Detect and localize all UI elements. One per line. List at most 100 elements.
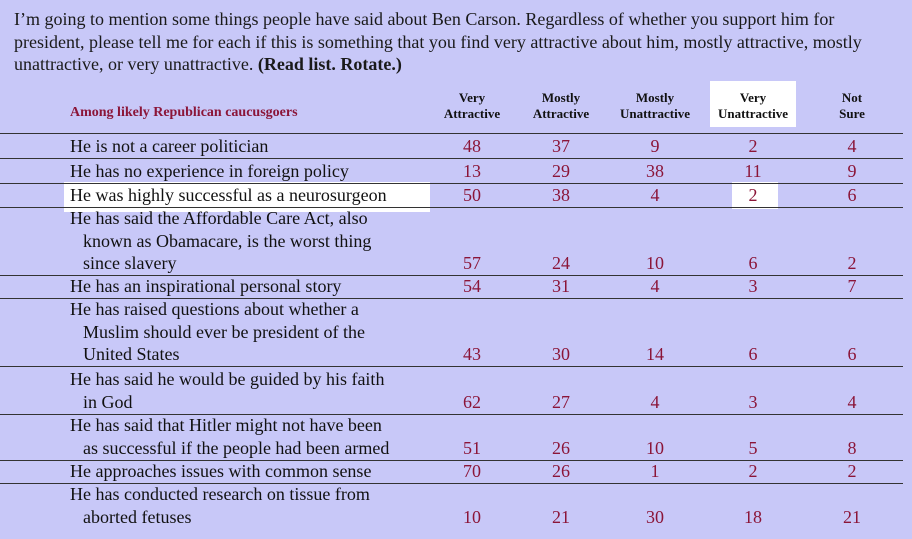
value-cell: 54 xyxy=(463,276,481,296)
row-label: He has said he would be guided by his fa… xyxy=(70,368,430,413)
row-divider xyxy=(0,158,903,159)
value-cell: 1 xyxy=(650,461,660,481)
column-header: Not Sure xyxy=(807,90,897,122)
value-cell: 7 xyxy=(847,276,857,296)
value-cell: 11 xyxy=(744,161,762,181)
column-header: Very Unattractive xyxy=(708,90,798,122)
value-cell: 38 xyxy=(646,161,664,181)
row-label-line: aborted fetuses xyxy=(83,506,192,527)
value-cell: 26 xyxy=(552,461,570,481)
value-cell: 4 xyxy=(847,391,857,412)
value-cell: 57 xyxy=(463,253,481,273)
value-cell: 3 xyxy=(748,391,758,412)
row-label: He has said the Affordable Care Act, als… xyxy=(70,207,430,275)
value-cell: 9 xyxy=(650,136,660,156)
row-divider xyxy=(0,298,903,299)
row-label-line: He has raised questions about whether a xyxy=(70,299,359,319)
column-header-line2: Sure xyxy=(839,106,865,121)
column-header: Mostly Unattractive xyxy=(610,90,700,122)
row-label-line: He has said the Affordable Care Act, als… xyxy=(70,208,368,228)
row-label-line: Muslim should ever be president of the xyxy=(83,321,365,342)
row-label-line: He has said he would be guided by his fa… xyxy=(70,369,385,389)
row-divider xyxy=(0,483,903,484)
value-cell: 10 xyxy=(646,437,664,458)
row-divider xyxy=(0,413,903,415)
highlight-very-unattractive-header xyxy=(710,81,796,127)
value-cell: 6 xyxy=(748,344,758,364)
value-cell: 5 xyxy=(748,437,758,458)
row-label: He has said that Hitler might not have b… xyxy=(70,414,430,459)
value-cell: 51 xyxy=(463,437,481,458)
column-header-line1: Mostly xyxy=(635,90,675,105)
value-cell: 4 xyxy=(650,276,660,296)
row-label-line: as successful if the people had been arm… xyxy=(83,437,390,458)
column-header-line2: Unattractive xyxy=(717,106,789,121)
row-label-line: He approaches issues with common sense xyxy=(70,461,372,481)
row-label-line: known as Obamacare, is the worst thing xyxy=(83,230,372,251)
row-label: He has no experience in foreign policy xyxy=(70,160,430,183)
value-cell: 3 xyxy=(748,276,758,296)
value-cell: 50 xyxy=(463,185,481,205)
row-label-line: He has said that Hitler might not have b… xyxy=(70,415,382,435)
value-cell: 38 xyxy=(552,185,570,205)
value-cell: 24 xyxy=(552,253,570,273)
value-cell: 29 xyxy=(552,161,570,181)
row-label-line: He is not a career politician xyxy=(70,136,269,156)
column-header-line2: Attractive xyxy=(532,106,590,121)
highlight-neurosurgeon-very-unattractive xyxy=(732,182,778,209)
row-divider xyxy=(0,459,903,461)
value-cell: 30 xyxy=(552,344,570,364)
column-header-line2: Unattractive xyxy=(619,106,691,121)
column-header-line1: Very xyxy=(458,90,486,105)
row-divider xyxy=(0,366,903,367)
value-cell: 26 xyxy=(552,437,570,458)
row-divider xyxy=(0,207,903,208)
value-cell: 2 xyxy=(847,461,857,481)
row-divider xyxy=(0,275,903,276)
row-label-line: He has no experience in foreign policy xyxy=(70,161,349,181)
row-label-line: He was highly successful as a neurosurge… xyxy=(70,185,387,205)
value-cell: 10 xyxy=(463,506,481,527)
header-divider xyxy=(0,133,903,134)
value-cell: 21 xyxy=(843,506,861,527)
column-header-line2: Attractive xyxy=(443,106,501,121)
row-label: He approaches issues with common sense xyxy=(70,460,430,483)
value-cell: 4 xyxy=(650,185,660,205)
question-text: I’m going to mention some things people … xyxy=(14,8,904,76)
row-label-line: He has an inspirational personal story xyxy=(70,276,342,296)
row-label-line: He has conducted research on tissue from xyxy=(70,484,370,504)
value-cell: 9 xyxy=(847,161,857,181)
row-label: He has an inspirational personal story xyxy=(70,275,430,298)
value-cell: 21 xyxy=(552,506,570,527)
column-header: Very Attractive xyxy=(427,90,517,122)
column-header-line1: Not xyxy=(841,90,863,105)
column-header: Mostly Attractive xyxy=(516,90,606,122)
value-cell: 6 xyxy=(847,344,857,364)
value-cell: 14 xyxy=(646,344,664,364)
value-cell: 27 xyxy=(552,391,570,412)
value-cell: 37 xyxy=(552,136,570,156)
column-header-line1: Mostly xyxy=(541,90,581,105)
value-cell: 18 xyxy=(744,506,762,527)
value-cell: 43 xyxy=(463,344,481,364)
read-instruction: (Read list. Rotate.) xyxy=(257,54,402,74)
row-label: He has conducted research on tissue from… xyxy=(70,483,430,528)
value-cell: 8 xyxy=(847,437,857,458)
row-label: He was highly successful as a neurosurge… xyxy=(70,184,430,207)
row-label-line: in God xyxy=(83,391,133,412)
row-label-line: United States xyxy=(83,344,180,364)
value-cell: 31 xyxy=(552,276,570,296)
value-cell: 2 xyxy=(748,136,758,156)
column-header-line1: Very xyxy=(739,90,767,105)
value-cell: 30 xyxy=(646,506,664,527)
value-cell: 4 xyxy=(650,391,660,412)
value-cell: 2 xyxy=(847,253,857,273)
question-body: I’m going to mention some things people … xyxy=(14,9,862,74)
value-cell: 2 xyxy=(748,461,758,481)
value-cell: 70 xyxy=(463,461,481,481)
value-cell: 4 xyxy=(847,136,857,156)
table-subtitle: Among likely Republican caucusgoers xyxy=(70,105,298,120)
row-label-line: since slavery xyxy=(83,253,177,273)
value-cell: 13 xyxy=(463,161,481,181)
